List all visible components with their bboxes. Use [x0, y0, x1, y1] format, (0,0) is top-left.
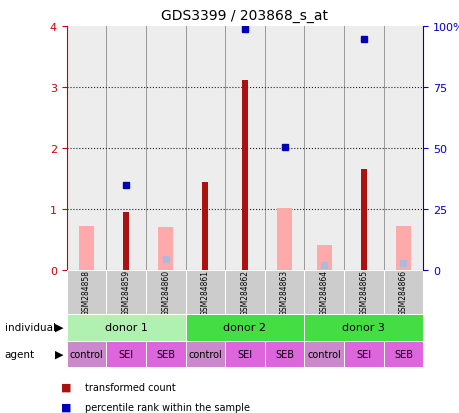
Bar — [106, 271, 146, 314]
Bar — [304, 271, 343, 314]
Bar — [224, 27, 264, 271]
Bar — [185, 27, 224, 271]
Bar — [383, 27, 422, 271]
Bar — [264, 271, 304, 314]
Bar — [185, 341, 224, 368]
Bar — [383, 271, 422, 314]
Text: GSM284859: GSM284859 — [121, 269, 130, 315]
Text: SEB: SEB — [156, 349, 175, 359]
Bar — [360, 170, 366, 271]
Text: SEI: SEI — [237, 349, 252, 359]
Bar — [343, 341, 383, 368]
Bar — [106, 341, 146, 368]
Text: GSM284864: GSM284864 — [319, 269, 328, 315]
Bar — [67, 271, 106, 314]
Text: GSM284862: GSM284862 — [240, 269, 249, 315]
Bar — [185, 271, 224, 314]
Bar — [185, 314, 304, 341]
Bar — [67, 341, 106, 368]
Text: ▶: ▶ — [55, 349, 63, 359]
Text: SEI: SEI — [355, 349, 370, 359]
Bar — [146, 341, 185, 368]
Text: ■: ■ — [62, 402, 72, 412]
Text: individual: individual — [5, 322, 56, 332]
Bar — [158, 228, 173, 271]
Text: transformed count: transformed count — [85, 382, 175, 392]
Text: GSM284865: GSM284865 — [358, 269, 368, 315]
Bar — [264, 27, 304, 271]
Bar — [146, 271, 185, 314]
Bar — [343, 27, 383, 271]
Text: GSM284863: GSM284863 — [280, 269, 288, 315]
Text: donor 1: donor 1 — [105, 322, 147, 332]
Bar — [304, 314, 422, 341]
Bar — [395, 227, 410, 271]
Bar — [316, 245, 331, 271]
Bar — [79, 227, 94, 271]
Bar — [224, 271, 264, 314]
Bar — [383, 341, 422, 368]
Bar — [304, 341, 343, 368]
Bar — [224, 341, 264, 368]
Bar — [276, 209, 291, 271]
Text: GSM284860: GSM284860 — [161, 269, 170, 315]
Text: control: control — [69, 349, 103, 359]
Text: control: control — [188, 349, 222, 359]
Text: GSM284858: GSM284858 — [82, 269, 91, 315]
Bar — [202, 182, 208, 271]
Bar — [67, 314, 185, 341]
Text: donor 2: donor 2 — [223, 322, 266, 332]
Bar — [264, 341, 304, 368]
Text: control: control — [307, 349, 340, 359]
Bar — [304, 27, 343, 271]
Text: donor 3: donor 3 — [341, 322, 384, 332]
Text: GSM284861: GSM284861 — [201, 269, 209, 315]
Bar — [106, 27, 146, 271]
Bar — [123, 213, 129, 271]
Text: ▶: ▶ — [55, 322, 63, 332]
Text: percentile rank within the sample: percentile rank within the sample — [85, 402, 250, 412]
Text: ■: ■ — [62, 382, 72, 392]
Text: SEB: SEB — [274, 349, 293, 359]
Bar — [241, 81, 247, 271]
Text: SEI: SEI — [118, 349, 134, 359]
Text: SEB: SEB — [393, 349, 412, 359]
Title: GDS3399 / 203868_s_at: GDS3399 / 203868_s_at — [161, 9, 328, 23]
Bar — [146, 27, 185, 271]
Text: GSM284866: GSM284866 — [398, 269, 407, 315]
Bar — [343, 271, 383, 314]
Bar — [67, 27, 106, 271]
Text: agent: agent — [5, 349, 34, 359]
